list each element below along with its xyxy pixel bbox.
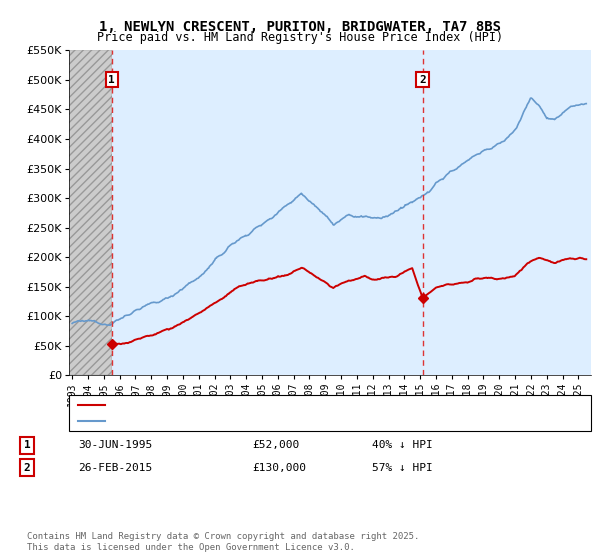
Text: 1: 1	[109, 74, 115, 85]
Text: 57% ↓ HPI: 57% ↓ HPI	[372, 463, 433, 473]
Text: Price paid vs. HM Land Registry's House Price Index (HPI): Price paid vs. HM Land Registry's House …	[97, 31, 503, 44]
Text: 1, NEWLYN CRESCENT, PURITON, BRIDGWATER, TA7 8BS: 1, NEWLYN CRESCENT, PURITON, BRIDGWATER,…	[99, 20, 501, 34]
Text: £130,000: £130,000	[252, 463, 306, 473]
Text: 2: 2	[419, 74, 426, 85]
Text: 1, NEWLYN CRESCENT, PURITON, BRIDGWATER, TA7 8BS (detached house): 1, NEWLYN CRESCENT, PURITON, BRIDGWATER,…	[108, 400, 514, 410]
Bar	[69, 50, 112, 375]
Text: 30-JUN-1995: 30-JUN-1995	[78, 440, 152, 450]
Text: HPI: Average price, detached house, Somerset: HPI: Average price, detached house, Some…	[108, 416, 383, 426]
Text: 2: 2	[23, 463, 31, 473]
Text: Contains HM Land Registry data © Crown copyright and database right 2025.
This d: Contains HM Land Registry data © Crown c…	[27, 532, 419, 552]
Bar	[112, 50, 591, 375]
Text: 40% ↓ HPI: 40% ↓ HPI	[372, 440, 433, 450]
Text: £52,000: £52,000	[252, 440, 299, 450]
Text: 1: 1	[23, 440, 31, 450]
Text: 26-FEB-2015: 26-FEB-2015	[78, 463, 152, 473]
